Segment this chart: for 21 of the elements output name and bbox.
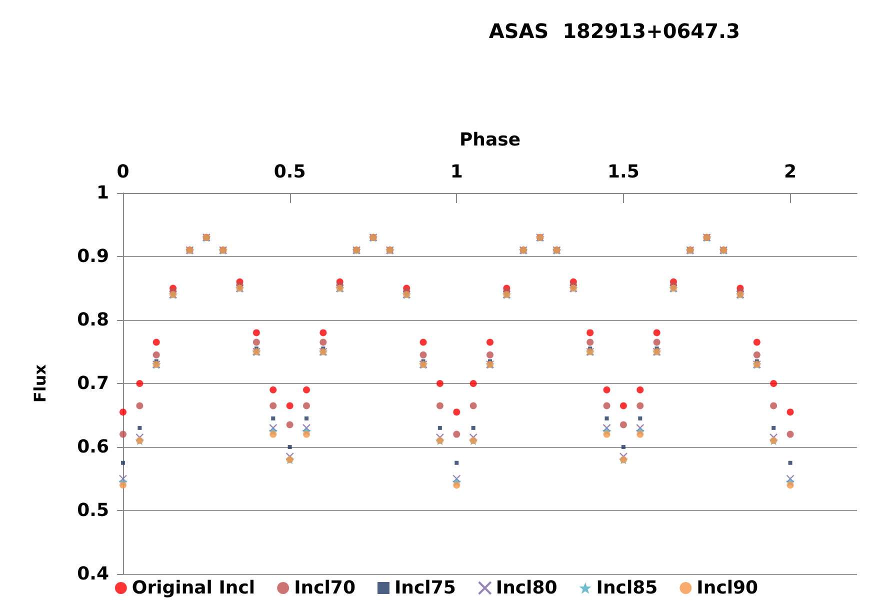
x-tick-label: 2: [784, 162, 797, 182]
y-tick-label: 0.7: [77, 373, 109, 394]
legend-label: Incl90: [696, 578, 758, 598]
x-tick-label: 1.5: [608, 162, 640, 182]
legend-label: Incl70: [294, 578, 356, 598]
y-tick-label: 1: [96, 182, 109, 204]
legend-label: Incl75: [394, 578, 456, 598]
x-tick-label: 1: [450, 162, 463, 182]
legend-label: Incl80: [496, 578, 558, 598]
legend-label: Incl85: [596, 578, 658, 598]
x-tick-label: 0.5: [274, 162, 306, 182]
x-tick-label: 0: [116, 162, 130, 182]
chart-title: ASAS 182913+0647.3: [488, 19, 740, 43]
y-axis-title: Flux: [30, 364, 50, 403]
y-tick-label: 0.9: [77, 246, 109, 267]
legend-label: Original Incl: [132, 578, 256, 598]
y-tick-label: 0.8: [77, 310, 109, 330]
x-axis-title: Phase: [459, 130, 521, 150]
y-tick-label: 0.6: [77, 436, 109, 458]
y-tick-label: 0.4: [77, 564, 109, 584]
y-tick-label: 0.5: [77, 500, 109, 521]
